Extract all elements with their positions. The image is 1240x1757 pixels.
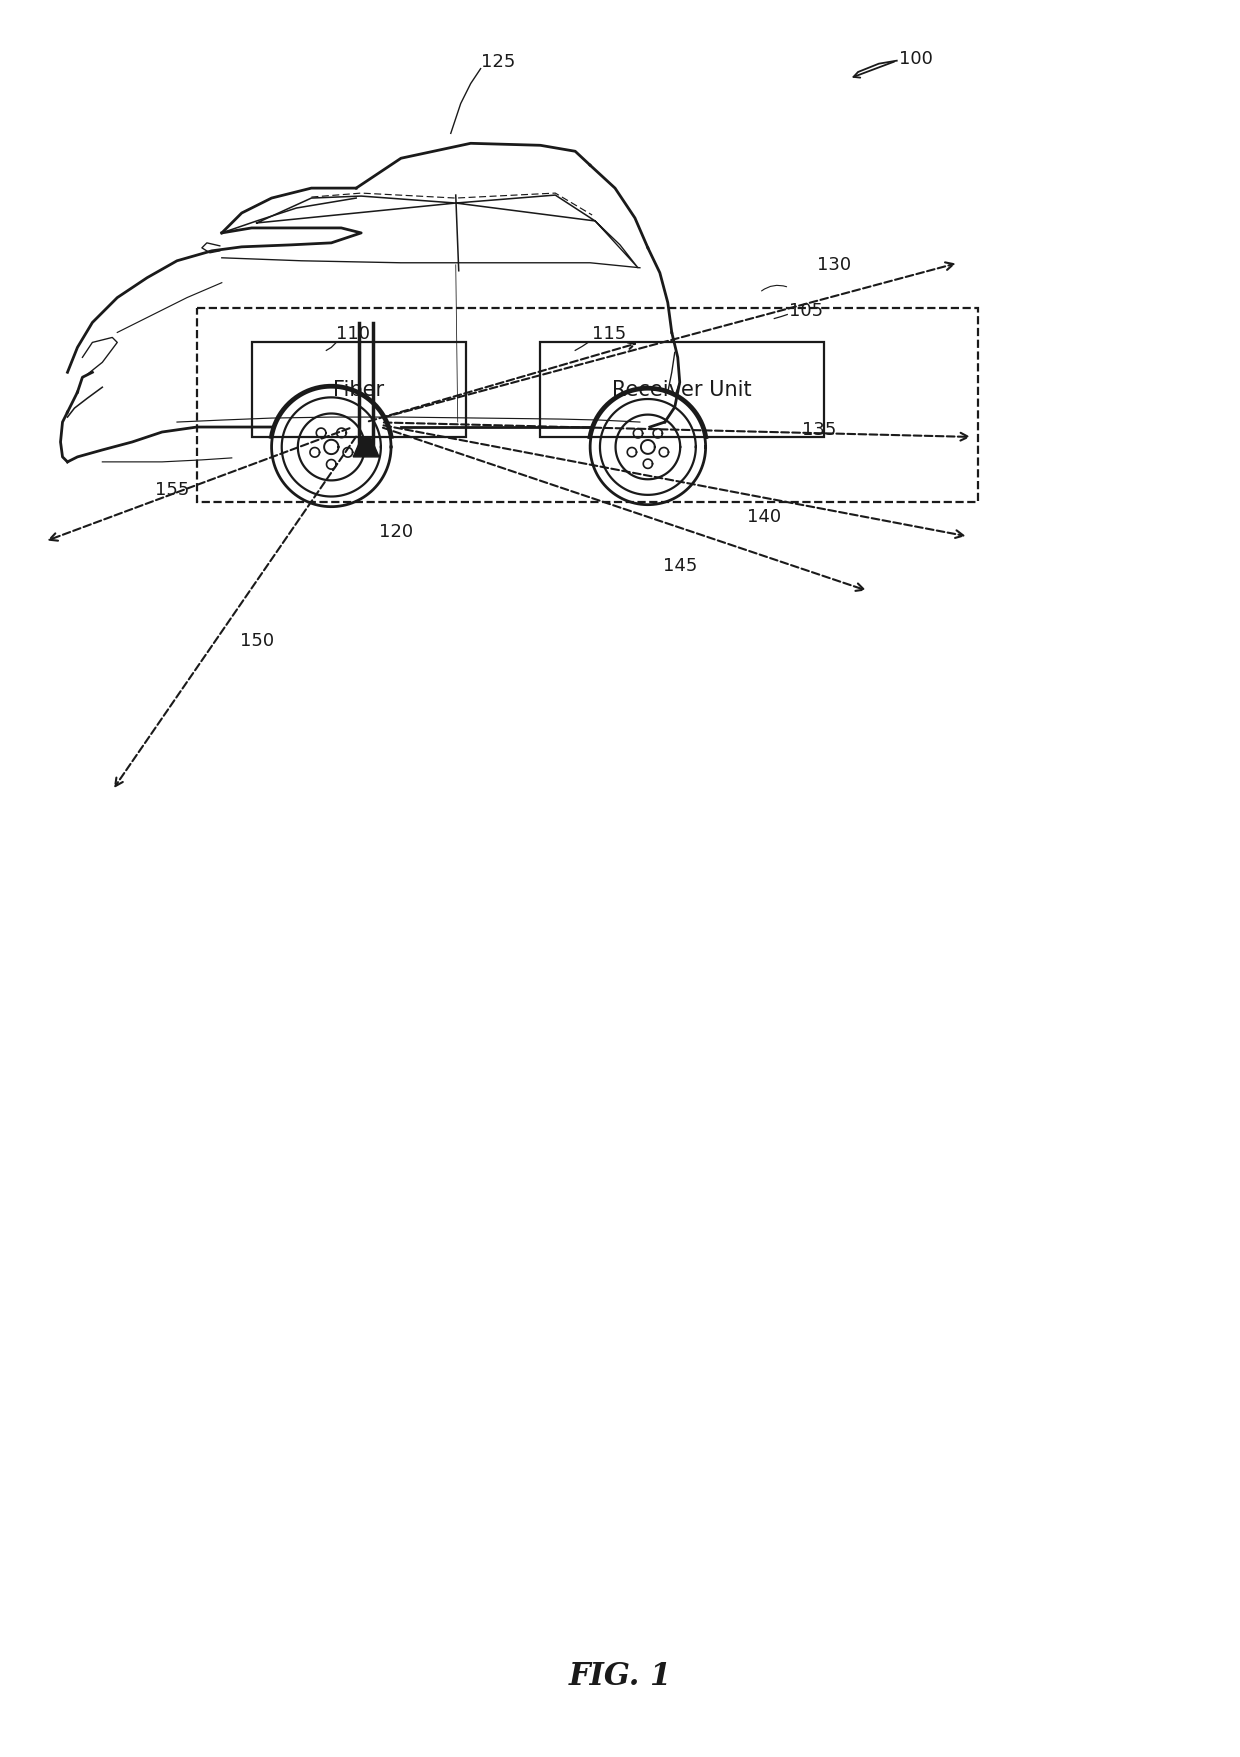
Text: 100: 100 xyxy=(899,49,932,69)
Text: 110: 110 xyxy=(336,325,371,343)
Text: 155: 155 xyxy=(155,481,190,499)
Text: 140: 140 xyxy=(748,508,781,525)
Text: 150: 150 xyxy=(239,633,274,650)
Text: 130: 130 xyxy=(817,257,851,274)
Polygon shape xyxy=(353,427,379,457)
Text: 145: 145 xyxy=(662,557,697,575)
Bar xyxy=(252,343,466,437)
Text: Receiver Unit: Receiver Unit xyxy=(613,380,751,399)
Text: 125: 125 xyxy=(481,53,515,70)
Text: Fiber: Fiber xyxy=(334,380,384,399)
Text: FIG. 1: FIG. 1 xyxy=(568,1660,672,1692)
Text: 115: 115 xyxy=(593,325,626,343)
Text: 135: 135 xyxy=(802,422,836,439)
Bar xyxy=(541,343,825,437)
Text: 120: 120 xyxy=(379,522,413,541)
Text: 105: 105 xyxy=(789,302,823,320)
Bar xyxy=(197,307,978,503)
